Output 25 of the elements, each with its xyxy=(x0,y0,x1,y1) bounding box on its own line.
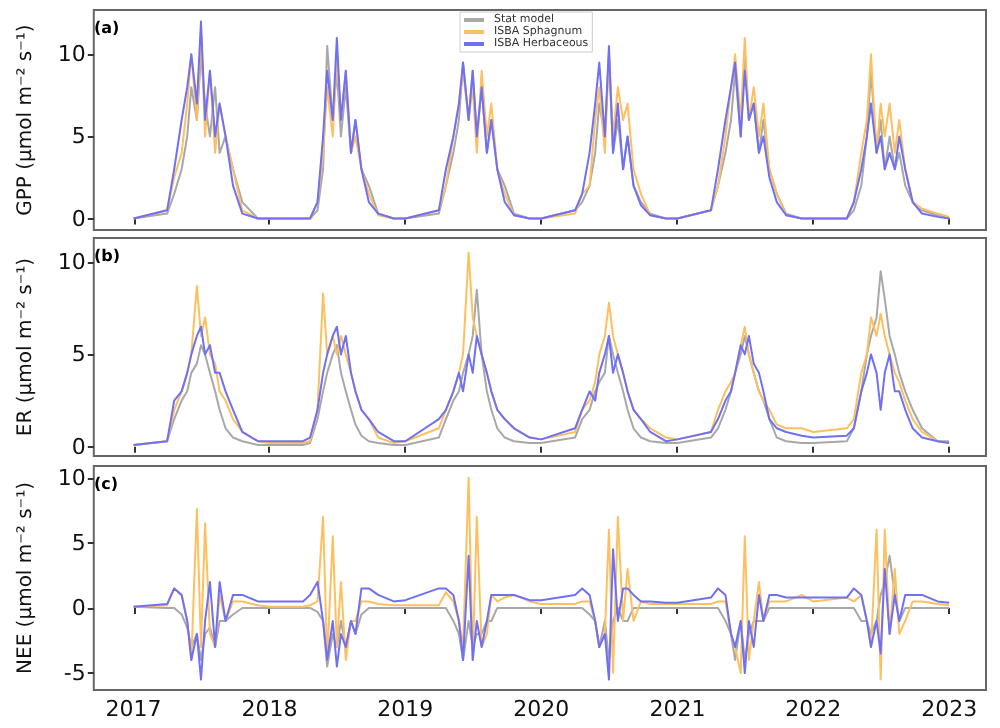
x-tick-label: 2017 xyxy=(105,696,162,722)
y-axis-title: GPP (μmol m⁻² s⁻¹) xyxy=(15,24,37,216)
line-series xyxy=(132,476,951,681)
annotation: (c) xyxy=(94,475,119,493)
x-tick-label: 2019 xyxy=(377,696,434,722)
x-tick-label: 2022 xyxy=(785,696,842,722)
y-tick-label: 10 xyxy=(57,41,86,68)
y-tick-label: 10 xyxy=(57,249,86,276)
y-tick-label: 5 xyxy=(71,529,86,556)
y-tick-label: 0 xyxy=(71,433,86,460)
y-tick-label: 0 xyxy=(71,205,86,232)
x-tick-label: 2018 xyxy=(241,696,298,722)
y-axis-title: NEE (μmol m⁻² s⁻¹) xyxy=(15,481,37,674)
annotation: (a) xyxy=(94,19,120,37)
y-tick-label: 0 xyxy=(71,594,86,621)
y-tick-label: 5 xyxy=(71,123,86,150)
y-tick-label: -5 xyxy=(63,660,86,687)
annotation: (b) xyxy=(94,247,121,265)
line-series xyxy=(132,325,951,446)
y-tick-label: 10 xyxy=(57,464,86,491)
x-tick-label: 2020 xyxy=(513,696,570,722)
x-tick-label: 2023 xyxy=(921,696,978,722)
y-tick-label: 5 xyxy=(71,341,86,368)
y-axis-title: ER (μmol m⁻² s⁻¹) xyxy=(15,257,37,437)
x-tick-label: 2021 xyxy=(649,696,706,722)
